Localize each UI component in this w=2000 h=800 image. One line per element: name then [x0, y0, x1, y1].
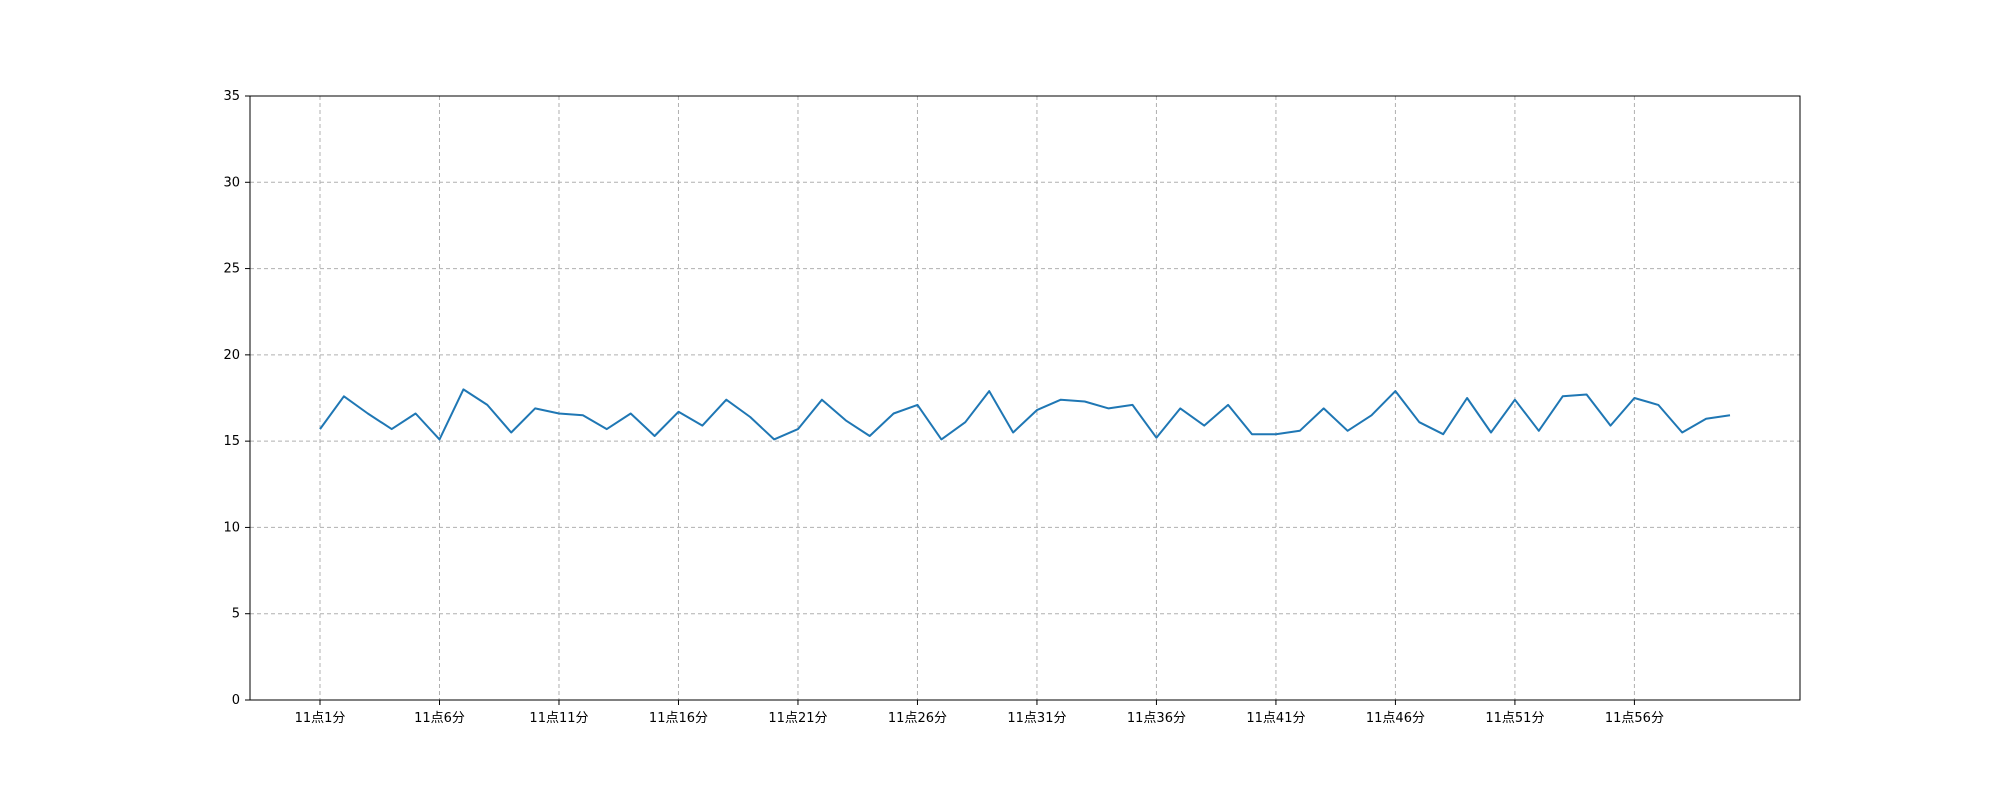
- x-tick-label: 11点31分: [1007, 711, 1066, 726]
- y-tick-label: 10: [223, 520, 240, 535]
- y-tick-label: 15: [223, 434, 240, 449]
- series-line: [319, 388, 1731, 441]
- x-tick-label: 11点26分: [888, 711, 947, 726]
- x-tick-label: 11点41分: [1246, 711, 1305, 726]
- x-tick-label: 11点51分: [1485, 711, 1544, 726]
- x-tick-label: 11点36分: [1127, 711, 1186, 726]
- x-tick-label: 11点11分: [529, 711, 588, 726]
- x-tick-label: 11点16分: [649, 711, 708, 726]
- series-layer: [319, 388, 1731, 441]
- y-axis-ticks: 0 5 10 15 20 25 30 35: [223, 89, 250, 708]
- x-tick-label: 11点6分: [414, 711, 465, 726]
- axes-frame: [249, 95, 1801, 701]
- x-tick-label: 11点1分: [295, 711, 346, 726]
- y-tick-label: 25: [223, 262, 240, 277]
- y-tick-label: 5: [232, 607, 240, 622]
- y-tick-label: 20: [223, 348, 240, 363]
- x-axis-ticks: 11点1分 11点6分 11点11分 11点16分 11点21分 11点26分 11点31分…: [295, 700, 1664, 726]
- x-tick-label: 11点21分: [768, 711, 827, 726]
- y-tick-label: 30: [223, 175, 240, 190]
- x-tick-label: 11点56分: [1605, 711, 1664, 726]
- y-tick-label: 35: [223, 89, 240, 104]
- grid-layer: [250, 96, 1800, 700]
- x-tick-label: 11点46分: [1366, 711, 1425, 726]
- y-tick-label: 0: [232, 693, 240, 708]
